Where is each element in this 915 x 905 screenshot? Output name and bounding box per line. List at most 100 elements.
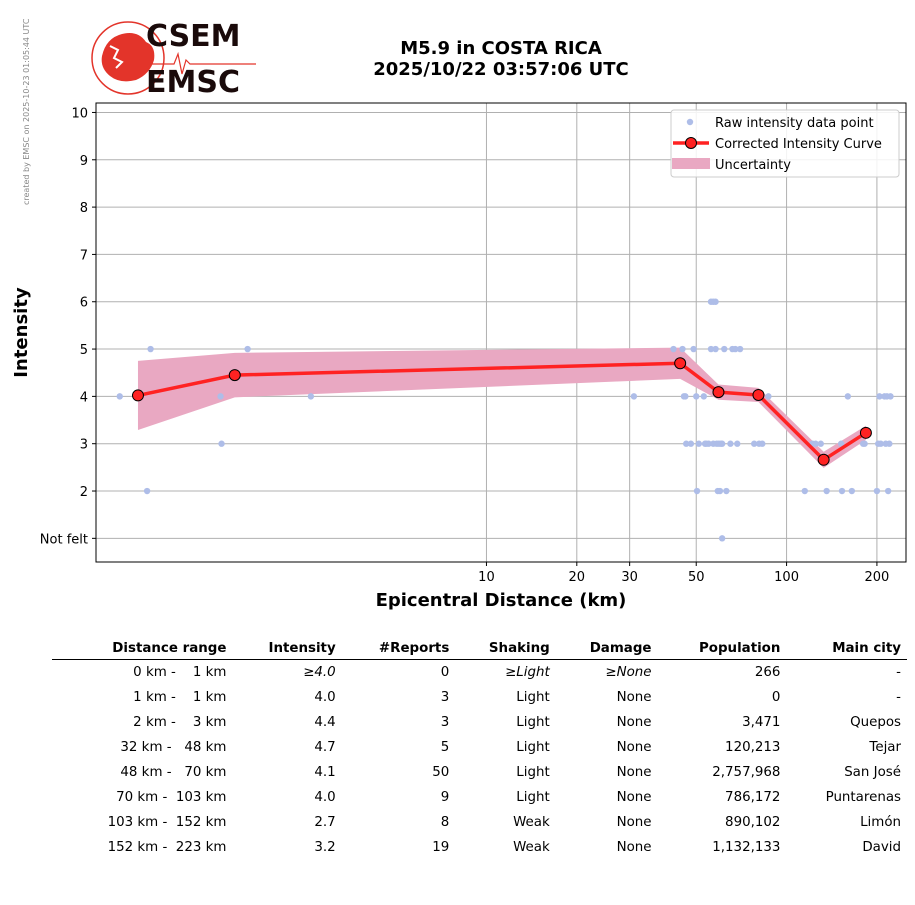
raw-data-point (217, 393, 224, 400)
y-tick-label: 4 (80, 390, 88, 405)
table-row: 48 km - 70 km 4.1 50 Light None 2,757,968 San … (52, 760, 907, 785)
table-row: 32 km - 48 km 4.7 5 Light None 120,213 Tejar (52, 735, 907, 760)
table-cell-damage: None (616, 840, 652, 855)
logo-globe-outline (91, 21, 165, 95)
raw-data-point (693, 487, 701, 495)
raw-data-point (679, 345, 686, 353)
raw-data-point (670, 345, 677, 353)
legend-entry: Raw intensity data point (715, 116, 874, 131)
raw-data-point (732, 345, 739, 353)
raw-data-point (838, 487, 846, 495)
raw-data-point (712, 345, 719, 353)
curve-marker (859, 426, 872, 439)
table-cell-shaking: Light (516, 690, 550, 705)
intensity-table: Distance range Intensity #Reports Shaking Da… (52, 639, 907, 860)
table-cell-intensity: 2.7 (314, 815, 336, 830)
x-tick-label: 30 (621, 570, 638, 585)
raw-data-point (844, 393, 852, 400)
raw-data-point (307, 393, 315, 400)
table-cell-damage: None (616, 690, 652, 705)
table-row: 0 km - 1 km ≥4.0 0 ≥Light ≥None 266 - (52, 660, 907, 686)
table-cell-reports: 50 (432, 765, 450, 780)
raw-data-point (695, 440, 703, 447)
raw-data-point (116, 393, 123, 400)
table-cell-shaking: Light (516, 790, 550, 805)
y-tick-label: 7 (80, 248, 88, 263)
table-cell-damage: None (616, 790, 652, 805)
table-cell-range: 103 km - 152 km (107, 815, 227, 830)
logo-map-shape (101, 33, 155, 82)
table-cell-city: Limón (860, 815, 901, 830)
table-cell-shaking: ≥Light (505, 665, 550, 680)
table-cell-shaking: Weak (513, 815, 550, 830)
curve-marker (817, 453, 830, 466)
table-cell-city: - (896, 665, 901, 680)
table-header-cell: Intensity (232, 639, 342, 660)
raw-data-point (727, 440, 734, 447)
legend-uncertainty-swatch (672, 158, 710, 169)
table-row: 2 km - 3 km 4.4 3 Light None 3,471 Quepos (52, 710, 907, 735)
table-cell-reports: 0 (440, 665, 450, 680)
table-cell-reports: 8 (440, 815, 450, 830)
logo-seismogram (148, 51, 256, 75)
table-cell-population: 786,172 (725, 790, 781, 805)
table-row: 1 km - 1 km 4.0 3 Light None 0 - (52, 685, 907, 710)
raw-data-point (736, 345, 744, 353)
table-header-cell: #Reports (341, 639, 456, 660)
table-cell-population: 890,102 (725, 815, 781, 830)
table-cell-damage: None (616, 715, 652, 730)
raw-data-point (147, 345, 154, 353)
raw-data-point (884, 487, 892, 495)
table-header-cell: Distance range (52, 639, 233, 660)
table-header-cell: Main city (786, 639, 907, 660)
raw-data-point (861, 440, 868, 447)
table-cell-shaking: Light (516, 715, 550, 730)
table-cell-city: Puntarenas (825, 790, 901, 805)
table-cell-intensity: 4.0 (314, 690, 336, 705)
table-cell-shaking: Light (516, 740, 550, 755)
raw-data-point (143, 487, 151, 495)
table-cell-intensity: ≥4.0 (303, 665, 336, 680)
y-tick-label: 8 (80, 201, 88, 216)
table-cell-population: 2,757,968 (712, 765, 781, 780)
legend-curve-marker (685, 137, 697, 149)
table-cell-range: 32 km - 48 km (120, 740, 227, 755)
table-cell-intensity: 4.4 (314, 715, 336, 730)
y-tick-label: 6 (80, 296, 88, 311)
y-tick-label: 5 (80, 343, 88, 358)
raw-data-point (716, 487, 724, 495)
table-cell-city: Quepos (850, 715, 901, 730)
raw-data-point (721, 345, 728, 353)
table-cell-population: 0 (771, 690, 781, 705)
legend-entry: Corrected Intensity Curve (715, 137, 882, 152)
table-cell-range: 70 km - 103 km (116, 790, 227, 805)
table-cell-shaking: Weak (513, 840, 550, 855)
raw-data-point (718, 440, 726, 447)
title-event: M5.9 in COSTA RICA (400, 38, 602, 59)
raw-data-point (682, 393, 689, 400)
table-header-cell: Damage (555, 639, 658, 660)
raw-data-point (718, 535, 726, 542)
table-cell-population: 120,213 (725, 740, 781, 755)
table-cell-damage: None (616, 740, 652, 755)
table-cell-range: 2 km - 3 km (133, 715, 227, 730)
table-header-cell: Shaking (455, 639, 556, 660)
y-tick-label: 9 (80, 154, 88, 169)
table-cell-range: 0 km - 1 km (133, 665, 227, 680)
raw-data-point (700, 393, 708, 400)
table-cell-population: 1,132,133 (712, 840, 781, 855)
table-cell-range: 48 km - 70 km (120, 765, 227, 780)
table-row: 103 km - 152 km 2.7 8 Weak None 890,102 Limón (52, 810, 907, 835)
table-cell-reports: 19 (432, 840, 450, 855)
table-cell-reports: 3 (440, 690, 450, 705)
raw-data-point (687, 440, 695, 447)
raw-data-point (886, 440, 893, 447)
raw-data-point (750, 440, 758, 447)
y-axis-label: Intensity (11, 287, 32, 378)
legend-box (670, 109, 900, 178)
table-cell-city: San José (844, 765, 901, 780)
raw-data-point (244, 345, 251, 353)
table-cell-reports: 5 (440, 740, 450, 755)
x-tick-label: 10 (478, 570, 495, 585)
x-tick-label: 50 (688, 570, 705, 585)
